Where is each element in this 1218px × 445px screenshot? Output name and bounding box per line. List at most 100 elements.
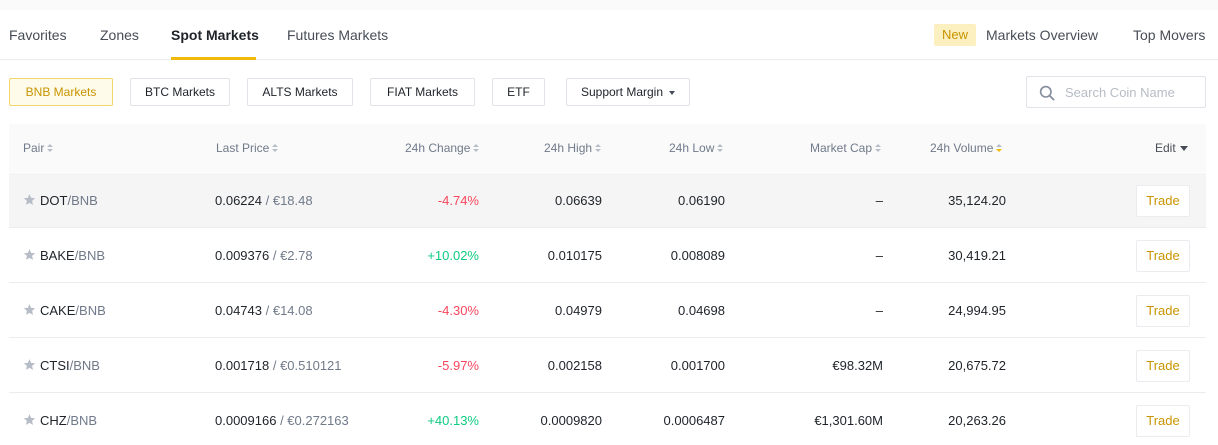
change-cell: +40.13% [427, 413, 479, 428]
star-icon[interactable] [23, 193, 36, 206]
high-cell: 0.002158 [547, 358, 602, 373]
pair-base: BAKE [40, 248, 75, 263]
pair-cell: CTSI/BNB [40, 358, 100, 373]
volume-cell: 24,994.95 [948, 303, 1006, 318]
low-cell: 0.04698 [678, 303, 725, 318]
market-cap-cell: – [875, 248, 883, 263]
header-change-label: 24h Change [405, 141, 471, 155]
header-24h-low[interactable]: 24h Low [669, 141, 724, 155]
low-cell: 0.0006487 [663, 413, 725, 428]
pair-base: CHZ [40, 413, 67, 428]
pair-cell: BAKE/BNB [40, 248, 105, 263]
sort-icon [875, 144, 882, 153]
change-cell: -4.30% [437, 303, 479, 318]
market-cap-cell: – [875, 193, 883, 208]
trade-button[interactable]: Trade [1136, 185, 1190, 217]
volume-cell: 30,419.21 [948, 248, 1006, 263]
edit-label: Edit [1155, 141, 1176, 155]
table-row[interactable]: CAKE/BNB 0.04743 / €14.08 -4.30% 0.04979… [9, 283, 1206, 338]
volume-cell: 20,675.72 [948, 358, 1006, 373]
last-price-cell: 0.0009166 / €0.272163 [215, 413, 349, 428]
pair-base: DOT [40, 193, 68, 208]
top-movers-link[interactable]: Top Movers [1133, 27, 1206, 43]
header-market-cap-label: Market Cap [810, 141, 873, 155]
table-row[interactable]: BAKE/BNB 0.009376 / €2.78 +10.02% 0.0101… [9, 228, 1206, 283]
tab-futures-markets[interactable]: Futures Markets [287, 27, 389, 43]
star-icon[interactable] [23, 358, 36, 371]
new-badge: New [934, 24, 977, 46]
tab-spot-markets[interactable]: Spot Markets [171, 27, 259, 43]
last-price: 0.001718 [215, 358, 270, 373]
table-row[interactable]: CHZ/BNB 0.0009166 / €0.272163 +40.13% 0.… [9, 393, 1206, 445]
filter-alts-markets[interactable]: ALTS Markets [247, 78, 353, 106]
sort-icon [272, 144, 279, 153]
pair-quote: /BNB [69, 358, 100, 373]
header-pair[interactable]: Pair [23, 141, 54, 155]
search-icon [1039, 85, 1055, 101]
header-last-price[interactable]: Last Price [216, 141, 279, 155]
last-price-cell: 0.009376 / €2.78 [215, 248, 313, 263]
low-cell: 0.008089 [670, 248, 725, 263]
fiat-price: / €0.510121 [269, 358, 342, 373]
trade-button[interactable]: Trade [1136, 350, 1190, 382]
active-tab-indicator [171, 57, 256, 60]
top-strip [0, 0, 1218, 10]
sort-desc-icon [996, 144, 1003, 153]
table-row[interactable]: CTSI/BNB 0.001718 / €0.510121 -5.97% 0.0… [9, 338, 1206, 393]
pair-cell: DOT/BNB [40, 193, 98, 208]
last-price: 0.04743 [215, 303, 262, 318]
pair-quote: /BNB [66, 413, 98, 428]
header-volume-label: 24h Volume [930, 141, 994, 155]
pair-cell: CHZ/BNB [40, 413, 97, 428]
last-price: 0.0009166 [215, 413, 277, 428]
high-cell: 0.04979 [555, 303, 602, 318]
filter-fiat-markets[interactable]: FIAT Markets [370, 78, 475, 106]
pair-quote: /BNB [74, 248, 106, 263]
markets-overview-link[interactable]: Markets Overview [986, 27, 1099, 43]
pair-base: CAKE [40, 303, 76, 318]
tab-zones[interactable]: Zones [100, 27, 139, 43]
header-24h-volume[interactable]: 24h Volume [930, 141, 1003, 155]
market-cap-cell: €1,301.60M [814, 413, 883, 428]
filter-btc-markets[interactable]: BTC Markets [130, 78, 230, 106]
market-cap-cell: €98.32M [832, 358, 883, 373]
star-icon[interactable] [23, 413, 36, 426]
support-margin-label: Support Margin [580, 85, 664, 99]
trade-button[interactable]: Trade [1136, 240, 1190, 272]
fiat-price: / €0.272163 [276, 413, 349, 428]
header-last-price-label: Last Price [216, 141, 270, 155]
filter-etf[interactable]: ETF [492, 78, 545, 106]
low-cell: 0.001700 [670, 358, 725, 373]
volume-cell: 20,263.26 [948, 413, 1006, 428]
pair-base: CTSI [40, 358, 70, 373]
change-cell: -5.97% [437, 358, 479, 373]
filter-support-margin[interactable]: Support Margin [566, 78, 690, 106]
high-cell: 0.010175 [547, 248, 602, 263]
filter-bnb-markets[interactable]: BNB Markets [9, 78, 113, 106]
table-header: Pair Last Price 24h Change 24h High 24h … [9, 124, 1206, 172]
star-icon[interactable] [23, 303, 36, 316]
fiat-price: / €2.78 [269, 248, 313, 263]
star-icon[interactable] [23, 248, 36, 261]
change-cell: +10.02% [427, 248, 479, 263]
trade-button[interactable]: Trade [1136, 405, 1190, 437]
search-input[interactable] [1065, 77, 1203, 107]
sort-icon [47, 144, 54, 153]
header-market-cap[interactable]: Market Cap [810, 141, 882, 155]
high-cell: 0.0009820 [540, 413, 602, 428]
tab-favorites[interactable]: Favorites [9, 27, 67, 43]
volume-cell: 35,124.20 [948, 193, 1006, 208]
last-price-cell: 0.04743 / €14.08 [215, 303, 313, 318]
edit-menu[interactable]: Edit [1155, 141, 1188, 155]
header-24h-high[interactable]: 24h High [544, 141, 602, 155]
table-row[interactable]: DOT/BNB 0.06224 / €18.48 -4.74% 0.06639 … [9, 173, 1206, 228]
caret-down-icon [1179, 146, 1188, 151]
caret-down-icon [669, 90, 676, 95]
trade-button[interactable]: Trade [1136, 295, 1190, 327]
sort-icon [717, 144, 724, 153]
market-cap-cell: – [875, 303, 883, 318]
search-box[interactable] [1026, 76, 1206, 108]
change-cell: -4.74% [437, 193, 479, 208]
header-24h-change[interactable]: 24h Change [405, 141, 480, 155]
